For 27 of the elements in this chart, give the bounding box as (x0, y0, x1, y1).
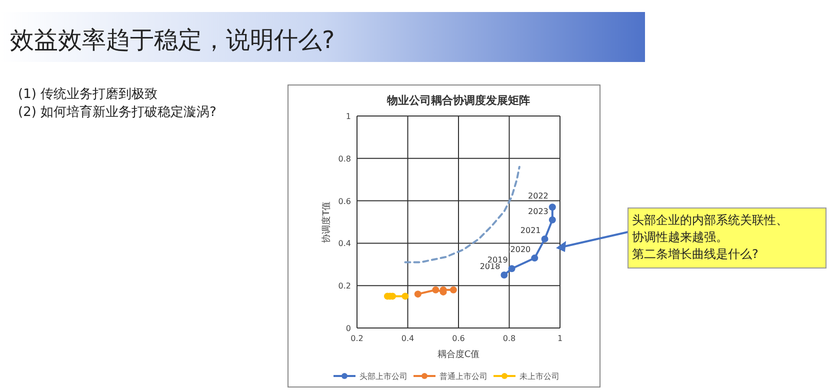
y-tick-label: 0.2 (338, 282, 351, 291)
y-tick-label: 0.6 (338, 196, 351, 206)
y-tick-label: 1 (346, 112, 351, 121)
annotation: 2020 (510, 245, 531, 254)
annotation: 2021 (520, 226, 541, 235)
text: 协调性越来越强。 (632, 230, 728, 244)
legend-label: 头部上市公司 (360, 372, 408, 381)
legend-label: 普通上市公司 (440, 372, 488, 381)
x-tick-label: 0.4 (401, 334, 414, 343)
x-tick-label: 0.8 (502, 334, 516, 343)
annotation: 2023 (528, 206, 548, 216)
annotation: 2018 (480, 262, 500, 271)
x-tick-label: 0.6 (452, 334, 465, 343)
chart-title: 物业公司耦合协调度发展矩阵 (386, 94, 530, 107)
annotation: 2022 (528, 191, 548, 200)
legend-label: 未上市公司 (520, 372, 560, 381)
text: 第二条增长曲线是什么? (632, 247, 758, 261)
text: 头部企业的内部系统关联性、 (632, 213, 788, 227)
y-tick-label: 0.8 (338, 154, 351, 164)
text: (1) 传统业务打磨到极致 (18, 87, 158, 102)
x-axis-title: 耦合度C值 (437, 349, 480, 360)
x-tick-label: 1 (557, 334, 563, 343)
y-tick-label: 0 (346, 324, 351, 333)
y-tick-label: 0.4 (338, 239, 351, 248)
y-axis-title: 协调度T值 (321, 201, 332, 243)
text: 效益效率趋于稳定，说明什么? (10, 26, 335, 54)
text: (2) 如何培育新业务打破稳定漩涡? (18, 104, 216, 120)
